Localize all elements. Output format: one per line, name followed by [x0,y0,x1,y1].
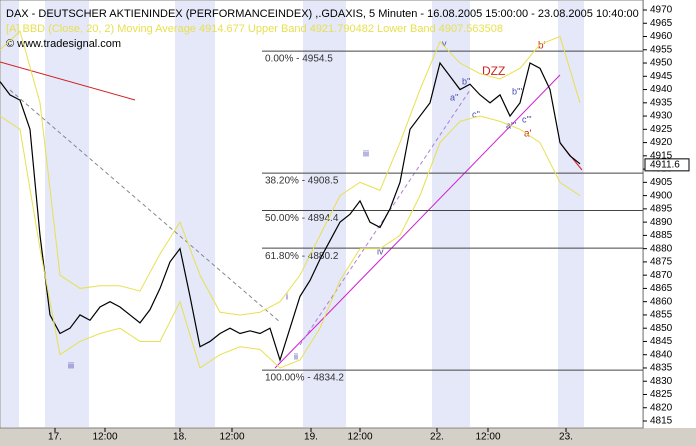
annotation: a'' [450,92,459,102]
band-line [0,115,581,369]
y-tick-label: 4940 [650,84,673,95]
y-tick-label: 4860 [650,296,673,307]
annotation: c'' [472,109,480,119]
x-tick-label: 17. [48,432,62,443]
x-tick-label: 23. [559,432,573,443]
y-tick-label: 4905 [650,177,673,188]
annotation: c''' [522,114,532,124]
y-tick-label: 4815 [650,416,673,427]
y-tick-label: 4835 [650,363,673,374]
y-tick-label: 4965 [650,18,673,29]
fib-label: 100.00% - 4834.2 [265,373,344,384]
y-tick-label: 4855 [650,310,673,321]
annotations: DZZ b' a' iii iv i ii v iii a'' b'' c'' … [68,38,546,370]
x-tick-label: 12:00 [92,432,117,443]
annotation: i [286,291,288,301]
price-line [0,61,581,363]
y-tick-label: 4870 [650,270,673,281]
fib-label: 50.00% - 4894.4 [265,213,339,224]
y-tick-label: 4880 [650,243,673,254]
fib-label: 0.00% - 4954.5 [265,54,333,65]
x-tick-label: 22. [430,432,444,443]
y-tick-label: 4895 [650,204,673,215]
fib-label: 38.20% - 4908.5 [265,176,339,187]
credit: © www.tradesignal.com [6,38,121,50]
band-line [0,30,581,316]
y-tick-label: 4945 [650,71,673,82]
y-tick-label: 4820 [650,402,673,413]
annotation: iii [68,360,74,370]
annotation: v [442,38,447,48]
y-tick-label: 4875 [650,257,673,268]
y-tick-label: 4865 [650,283,673,294]
annotation: DZZ [482,64,505,78]
y-tick-label: 4825 [650,389,673,400]
annotation: ii [294,351,298,361]
x-tick-label: 19. [304,432,318,443]
x-tick-label: 18. [173,432,187,443]
annotation: b''' [512,86,522,96]
annotation: iii [363,148,369,158]
y-tick-label: 4850 [650,323,673,334]
x-tick-label: 12:00 [475,432,500,443]
y-axis-area [644,0,696,428]
y-tick-label: 4950 [650,58,673,69]
x-tick-label: 12:00 [347,432,372,443]
y-tick-label: 4920 [650,137,673,148]
trendlines [0,61,583,369]
y-tick-label: 4935 [650,97,673,108]
y-tick-label: 4960 [650,31,673,42]
annotation: iv [377,246,384,256]
annotation: b' [538,41,546,52]
annotation: b'' [462,76,471,86]
y-tick-label: 4845 [650,336,673,347]
x-tick-label: 12:00 [219,432,244,443]
y-tick-label: 4970 [650,5,673,16]
chart-title: DAX - DEUTSCHER AKTIENINDEX (PERFORMANCE… [6,8,639,20]
indicator-legend: [A] BBD (Close, 20, 2) Moving Average 49… [6,23,503,35]
y-tick-label: 4830 [650,376,673,387]
last-price-label: 4911.6 [650,159,680,170]
y-tick-label: 4930 [650,111,673,122]
y-tick-label: 4840 [650,349,673,360]
fib-label: 61.80% - 4880.2 [265,251,339,262]
y-tick-label: 4955 [650,44,673,55]
last-price-box [644,158,690,172]
y-tick-label: 4925 [650,124,673,135]
y-tick-label: 4885 [650,230,673,241]
y-tick-label: 4890 [650,217,673,228]
y-tick-label: 4900 [650,190,673,201]
y-tick-label: 4915 [650,150,673,161]
